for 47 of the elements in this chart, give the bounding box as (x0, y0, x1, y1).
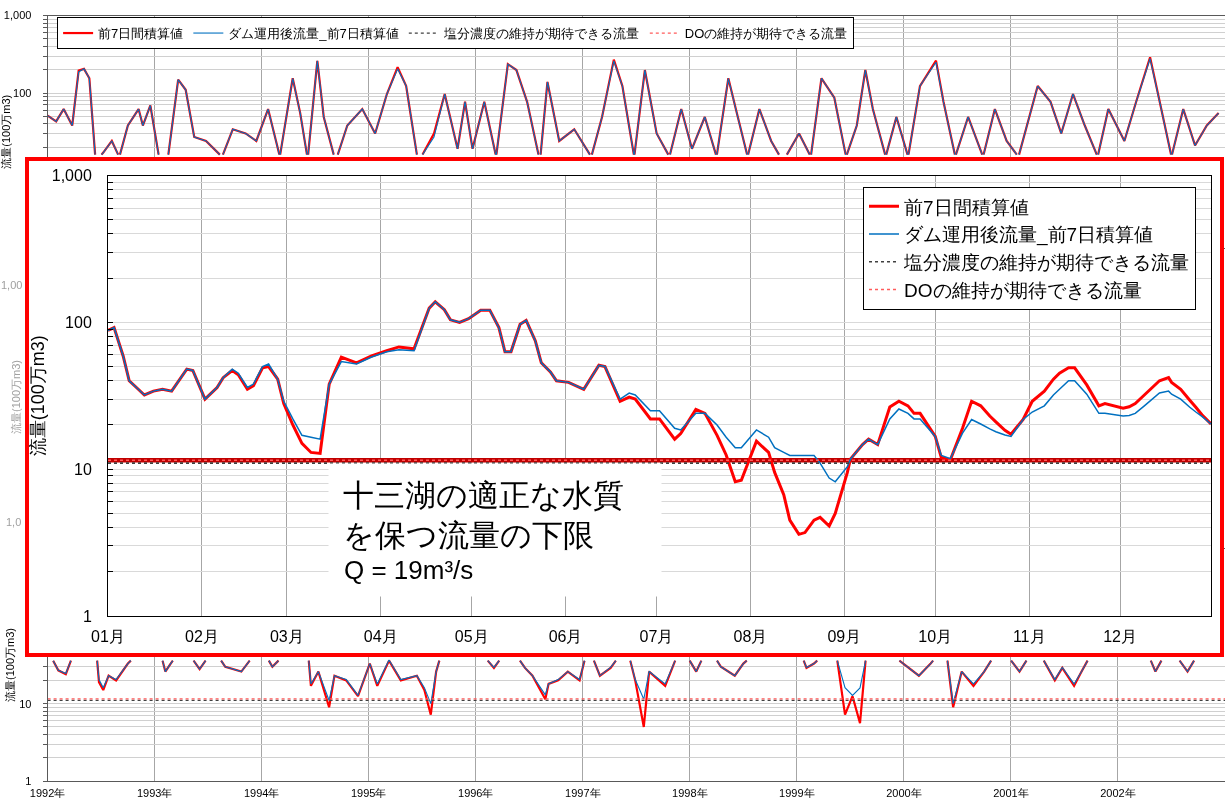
x-tick-label: 1996年 (458, 787, 494, 798)
y-axis-title: 流量(100万m3) (27, 335, 48, 457)
x-tick-label: 08月 (733, 628, 768, 646)
x-tick-label: 1999年 (779, 787, 815, 798)
x-tick-label: 03月 (269, 628, 304, 646)
y-tick-label: 10 (19, 697, 32, 710)
text: 1,00 (1, 279, 23, 291)
x-tick-label: 10月 (918, 628, 953, 646)
x-tick-label: 01月 (91, 628, 125, 646)
annotation: Q = 19m³/s (344, 555, 474, 585)
y-tick-label: 100 (13, 86, 32, 99)
legend-label: DOの維持が期待できる流量 (904, 279, 1142, 301)
text: 1,0 (6, 516, 22, 528)
x-tick-label: 1992年 (29, 787, 66, 798)
legend-label: 塩分濃度の維持が期待できる流量 (903, 252, 1189, 274)
x-tick-label: 1994年 (243, 787, 280, 798)
x-tick-label: 07月 (639, 628, 674, 646)
y-tick-label: 1 (25, 774, 32, 787)
x-tick-label: 12月 (1103, 628, 1137, 646)
x-tick-label: 1993年 (136, 787, 173, 798)
y-tick-label: 1 (82, 607, 92, 625)
text: 前7日間積算値 (98, 26, 184, 42)
x-tick-label: 1998年 (672, 787, 708, 798)
y-axis-title: 流量(100万m3) (0, 94, 12, 169)
y-tick-label: 100 (65, 313, 92, 331)
x-tick-label: 05月 (454, 628, 489, 646)
x-tick-label: 04月 (363, 628, 398, 646)
x-tick-label: 02月 (185, 628, 219, 646)
x-tick-label: 1997年 (565, 787, 601, 798)
legend-label: ダム運用後流量_前7日積算値 (904, 224, 1154, 247)
text: ダム運用後流量_前7日積算値 (228, 26, 399, 42)
x-tick-label: 06月 (548, 628, 583, 646)
x-tick-label: 09月 (827, 628, 862, 646)
legend-label: 前7日間積算値 (904, 196, 1029, 218)
ref-line-label: 十三湖の適正な水質を保つ流量の下限 (343, 478, 624, 554)
y-tick-label: 10 (74, 460, 92, 478)
y-axis-title: 流量(100万m3) (3, 628, 16, 702)
y-tick-label: 1,000 (3, 9, 32, 22)
text: 塩分濃度の維持が期待できる流量 (443, 26, 639, 42)
text: DOの維持が期待できる流量 (684, 26, 848, 42)
y-tick-label: 1,000 (51, 167, 92, 185)
x-tick-label: 2001年 (993, 787, 1029, 798)
text: 流量(100万m3) (10, 360, 22, 434)
x-tick-label: 2002年 (1100, 787, 1136, 798)
x-tick-label: 11月 (1012, 628, 1046, 646)
x-tick-label: 1995年 (350, 787, 387, 798)
x-tick-label: 2000年 (886, 787, 922, 798)
